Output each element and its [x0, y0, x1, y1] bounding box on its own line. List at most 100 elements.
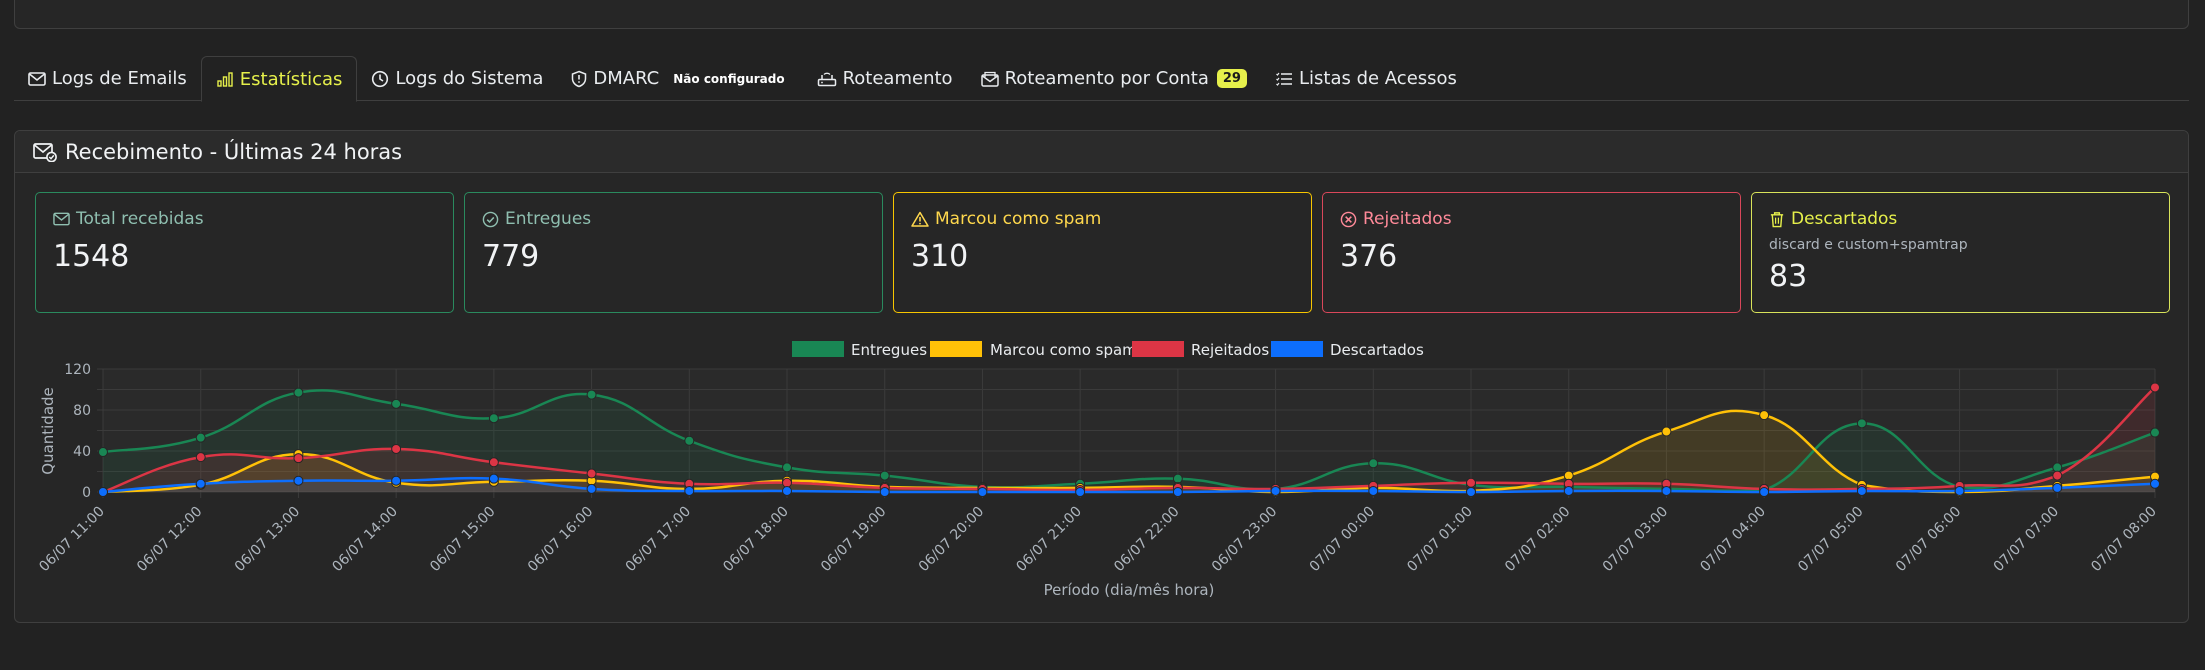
- warning-triangle-icon: [911, 211, 929, 227]
- x-circle-icon: [1340, 211, 1357, 227]
- x-tick-label: 07/07 06:00: [1893, 504, 1965, 576]
- data-point: [1270, 485, 1281, 496]
- data-point: [1856, 485, 1867, 496]
- legend-label: Descartados: [1330, 341, 1424, 359]
- stat-label: Descartados: [1791, 209, 1898, 229]
- data-point: [1172, 487, 1183, 497]
- tab-roteamento-por-conta[interactable]: Roteamento por Conta 29: [967, 56, 1261, 101]
- x-tick-label: 07/07 01:00: [1404, 504, 1476, 576]
- x-tick-label: 06/07 18:00: [720, 504, 792, 576]
- data-point: [1856, 418, 1867, 429]
- x-tick-label: 07/07 03:00: [1600, 504, 1672, 576]
- x-tick-label: 06/07 14:00: [329, 504, 401, 576]
- x-tick-label: 07/07 05:00: [1795, 504, 1867, 576]
- series-line: [102, 386, 2156, 494]
- series-line: [102, 389, 2156, 493]
- x-tick-label: 06/07 16:00: [525, 504, 597, 576]
- legend-swatch: [792, 341, 844, 357]
- data-point: [1954, 485, 1965, 496]
- data-point: [1368, 485, 1379, 496]
- x-tick-label: 06/07 21:00: [1013, 504, 1085, 576]
- data-point: [2150, 478, 2160, 489]
- data-point: [391, 398, 402, 409]
- x-tick-label: 06/07 15:00: [427, 504, 499, 576]
- y-tick-label: 120: [64, 362, 91, 378]
- data-point: [684, 485, 695, 496]
- shield-icon: [572, 70, 587, 87]
- tab-dmarc[interactable]: DMARC Não configurado: [557, 56, 802, 101]
- data-point: [488, 457, 499, 468]
- data-point: [1661, 426, 1672, 437]
- trash-icon: [1770, 211, 1784, 227]
- stat-card-spam: Marcou como spam 310: [893, 192, 1312, 313]
- stat-value: 1548: [53, 239, 130, 274]
- data-point: [293, 387, 304, 398]
- stat-label: Marcou como spam: [935, 209, 1102, 229]
- legend-label: Marcou como spam: [990, 341, 1137, 359]
- data-point: [684, 435, 695, 446]
- x-tick-label: 06/07 17:00: [623, 504, 695, 576]
- x-tick-label: 06/07 22:00: [1111, 504, 1183, 576]
- legend-swatch: [1132, 341, 1184, 357]
- x-tick-label: 06/07 11:00: [36, 504, 108, 576]
- data-point: [488, 473, 499, 484]
- data-point: [2052, 470, 2063, 481]
- stat-value: 376: [1340, 239, 1398, 274]
- x-tick-label: 06/07 19:00: [818, 504, 890, 576]
- x-tick-label: 07/07 07:00: [1991, 504, 2063, 576]
- tab-roteamento[interactable]: Roteamento: [803, 56, 967, 101]
- y-tick-label: 80: [73, 403, 91, 419]
- y-tick-label: 0: [82, 485, 91, 501]
- envelope-icon: [28, 71, 46, 86]
- x-tick-label: 07/07 00:00: [1307, 504, 1379, 576]
- stat-label: Rejeitados: [1363, 209, 1452, 229]
- series-area: [103, 390, 2155, 492]
- data-point: [195, 452, 206, 463]
- legend-label: Entregues: [851, 341, 927, 359]
- x-tick-label: 07/07 04:00: [1697, 504, 1769, 576]
- data-point: [293, 453, 304, 464]
- data-point: [98, 447, 108, 458]
- router-icon: [817, 72, 836, 86]
- data-point: [1368, 458, 1379, 469]
- stat-value: 310: [911, 239, 969, 274]
- stat-value: 779: [482, 239, 540, 274]
- data-point: [1759, 410, 1770, 421]
- tab-label: DMARC: [593, 68, 660, 89]
- x-tick-label: 07/07 02:00: [1502, 504, 1574, 576]
- data-point: [879, 470, 890, 481]
- tab-estatisticas[interactable]: Estatísticas: [200, 56, 358, 102]
- data-point: [782, 477, 792, 488]
- data-point: [2150, 427, 2160, 438]
- data-point: [1661, 485, 1672, 496]
- stat-card-discarded: Descartados discard e custom+spamtrap 83: [1751, 192, 2170, 313]
- data-point: [2052, 482, 2063, 493]
- data-point: [1563, 470, 1574, 481]
- tab-label: Listas de Acessos: [1298, 68, 1457, 89]
- bar-chart-icon: [217, 72, 233, 87]
- data-point: [391, 475, 402, 486]
- tab-label: Roteamento por Conta: [1004, 68, 1209, 89]
- data-point: [586, 468, 597, 479]
- x-tick-label: 06/07 12:00: [134, 504, 206, 576]
- x-tick-label: 06/07 13:00: [232, 504, 304, 576]
- data-point: [586, 483, 597, 494]
- data-point: [195, 432, 206, 443]
- data-point: [1172, 473, 1183, 484]
- x-tick-label: 07/07 08:00: [2088, 504, 2160, 576]
- clock-icon: [372, 70, 389, 87]
- tab-logs-do-sistema[interactable]: Logs do Sistema: [357, 56, 557, 101]
- y-axis-title: Quantidade: [39, 387, 57, 475]
- top-card: [14, 0, 2189, 29]
- data-point: [782, 485, 792, 496]
- tab-logs-de-emails[interactable]: Logs de Emails: [14, 56, 201, 101]
- stat-card-rejected: Rejeitados 376: [1322, 192, 1741, 313]
- envelope-icon: [53, 212, 70, 226]
- data-point: [586, 389, 597, 400]
- tab-label: Estatísticas: [239, 68, 343, 90]
- tab-listas-de-acessos[interactable]: Listas de Acessos: [1261, 56, 1471, 101]
- data-point: [391, 443, 402, 454]
- y-tick-label: 40: [73, 444, 91, 460]
- series-line: [102, 409, 2156, 494]
